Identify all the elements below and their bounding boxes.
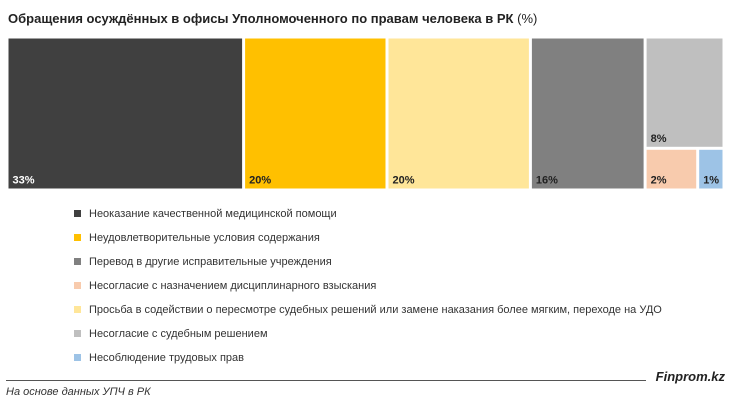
treemap-tile-2-label: 20%	[249, 175, 271, 187]
legend-swatch	[74, 258, 81, 265]
chart-title-unit: (%)	[517, 11, 538, 26]
brand-logo-text: Finprom.kz	[655, 369, 725, 384]
treemap-tile-3	[388, 38, 529, 189]
treemap-tile-4-label: 16%	[536, 175, 558, 187]
legend-label: Просьба в содействии о пересмотре судебн…	[89, 304, 662, 316]
legend-label: Несогласие с назначением дисциплинарного…	[89, 280, 377, 292]
treemap-tile-1-label: 33%	[13, 175, 35, 187]
chart-title-text: Обращения осуждённых в офисы Уполномочен…	[8, 11, 514, 26]
treemap-tile-1	[8, 38, 243, 189]
legend-swatch	[74, 210, 81, 217]
legend-swatch	[74, 354, 81, 361]
treemap-tile-3-label: 20%	[393, 175, 415, 187]
treemap-tile-6-label: 2%	[651, 175, 667, 187]
treemap-tile-2	[245, 38, 386, 189]
legend-swatch	[74, 234, 81, 241]
legend-label: Несогласие с судебным решением	[89, 328, 268, 340]
legend-label: Перевод в другие исправительные учрежден…	[89, 256, 332, 268]
treemap-tile-4	[531, 38, 644, 189]
chart-title: Обращения осуждённых в офисы Уполномочен…	[8, 11, 537, 26]
treemap-tile-5-label: 8%	[651, 133, 667, 145]
legend-label: Неоказание качественной медицинской помо…	[89, 208, 337, 220]
legend-swatch	[74, 330, 81, 337]
legend-label: Несоблюдение трудовых прав	[89, 352, 245, 364]
treemap-tile-7	[699, 149, 723, 189]
source-note: На основе данных УПЧ в РК	[6, 386, 151, 398]
treemap-tile-7-label: 1%	[703, 175, 719, 187]
legend-label: Неудовлетворительные условия содержания	[89, 232, 320, 244]
treemap-tile-6	[646, 149, 697, 189]
treemap-tile-5	[646, 38, 723, 147]
treemap-chart: 33% 20% 20% 16% 8% 2% 1%	[8, 38, 723, 189]
legend-swatch	[74, 282, 81, 289]
footer-divider	[6, 380, 646, 381]
legend-swatch	[74, 306, 81, 313]
